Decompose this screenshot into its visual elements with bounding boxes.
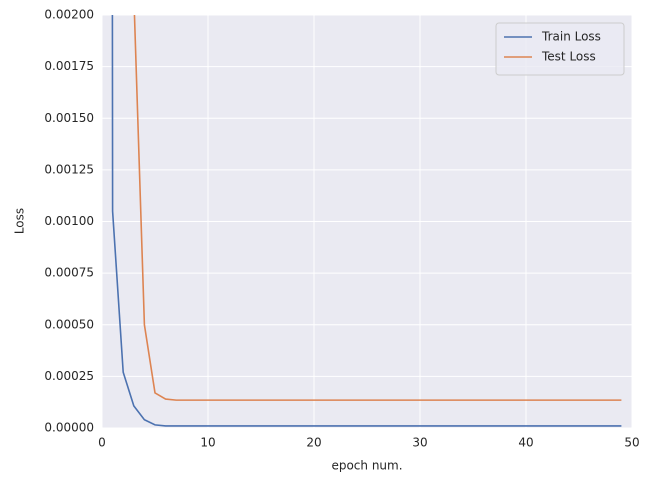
x-axis-label: epoch num.: [331, 459, 402, 473]
y-tick-label: 0.00175: [44, 59, 94, 73]
y-tick-label: 0.00125: [44, 162, 94, 176]
y-axis-label: Loss: [13, 208, 27, 234]
y-tick-label: 0.00100: [44, 214, 94, 228]
line-series: [133, 15, 622, 401]
x-tick-label: 0: [98, 436, 106, 450]
y-tick-label: 0.00150: [44, 111, 94, 125]
x-tick-label: 10: [200, 436, 215, 450]
legend-box: [495, 22, 625, 76]
legend-label: Train Loss: [541, 30, 601, 44]
legend-label: Test Loss: [541, 50, 596, 64]
x-tick-label: 40: [518, 436, 533, 450]
y-tick-label: 0.00200: [44, 8, 94, 22]
x-tick-label: 20: [306, 436, 321, 450]
x-tick-label: 30: [412, 436, 427, 450]
y-tick-label: 0.00075: [44, 266, 94, 280]
legend: Train Loss Test Loss: [495, 22, 625, 76]
y-tick-label: 0.00000: [44, 421, 94, 435]
y-tick-label: 0.00050: [44, 317, 94, 331]
y-tick-label: 0.00025: [44, 369, 94, 383]
line-series: [111, 15, 622, 427]
x-tick-label: 50: [624, 436, 639, 450]
